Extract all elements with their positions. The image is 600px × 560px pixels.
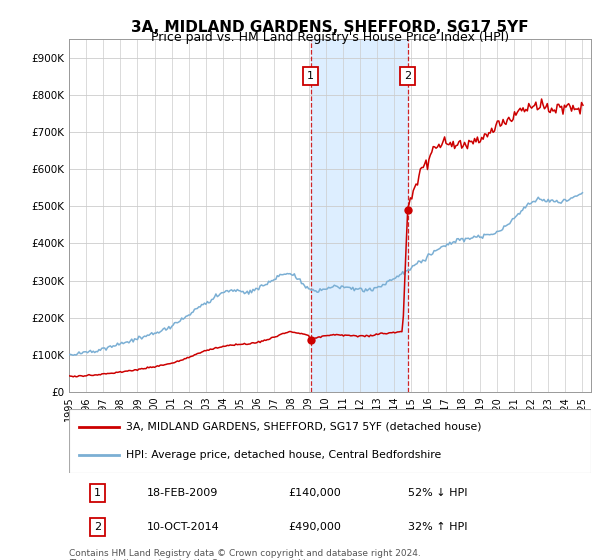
Text: 1: 1 <box>94 488 101 498</box>
Text: 32% ↑ HPI: 32% ↑ HPI <box>409 522 468 532</box>
Bar <box>311 39 407 392</box>
Text: 2: 2 <box>404 71 411 81</box>
Text: £140,000: £140,000 <box>288 488 341 498</box>
Text: 2: 2 <box>94 522 101 532</box>
Text: Price paid vs. HM Land Registry's House Price Index (HPI): Price paid vs. HM Land Registry's House … <box>151 31 509 44</box>
Text: 52% ↓ HPI: 52% ↓ HPI <box>409 488 468 498</box>
FancyBboxPatch shape <box>69 409 591 473</box>
Text: 1: 1 <box>307 71 314 81</box>
Text: 18-FEB-2009: 18-FEB-2009 <box>148 488 218 498</box>
Text: HPI: Average price, detached house, Central Bedfordshire: HPI: Average price, detached house, Cent… <box>127 450 442 460</box>
Text: £490,000: £490,000 <box>288 522 341 532</box>
Text: 3A, MIDLAND GARDENS, SHEFFORD, SG17 5YF (detached house): 3A, MIDLAND GARDENS, SHEFFORD, SG17 5YF … <box>127 422 482 432</box>
Text: 10-OCT-2014: 10-OCT-2014 <box>148 522 220 532</box>
Text: 3A, MIDLAND GARDENS, SHEFFORD, SG17 5YF: 3A, MIDLAND GARDENS, SHEFFORD, SG17 5YF <box>131 20 529 35</box>
Text: Contains HM Land Registry data © Crown copyright and database right 2024.
This d: Contains HM Land Registry data © Crown c… <box>69 549 421 560</box>
